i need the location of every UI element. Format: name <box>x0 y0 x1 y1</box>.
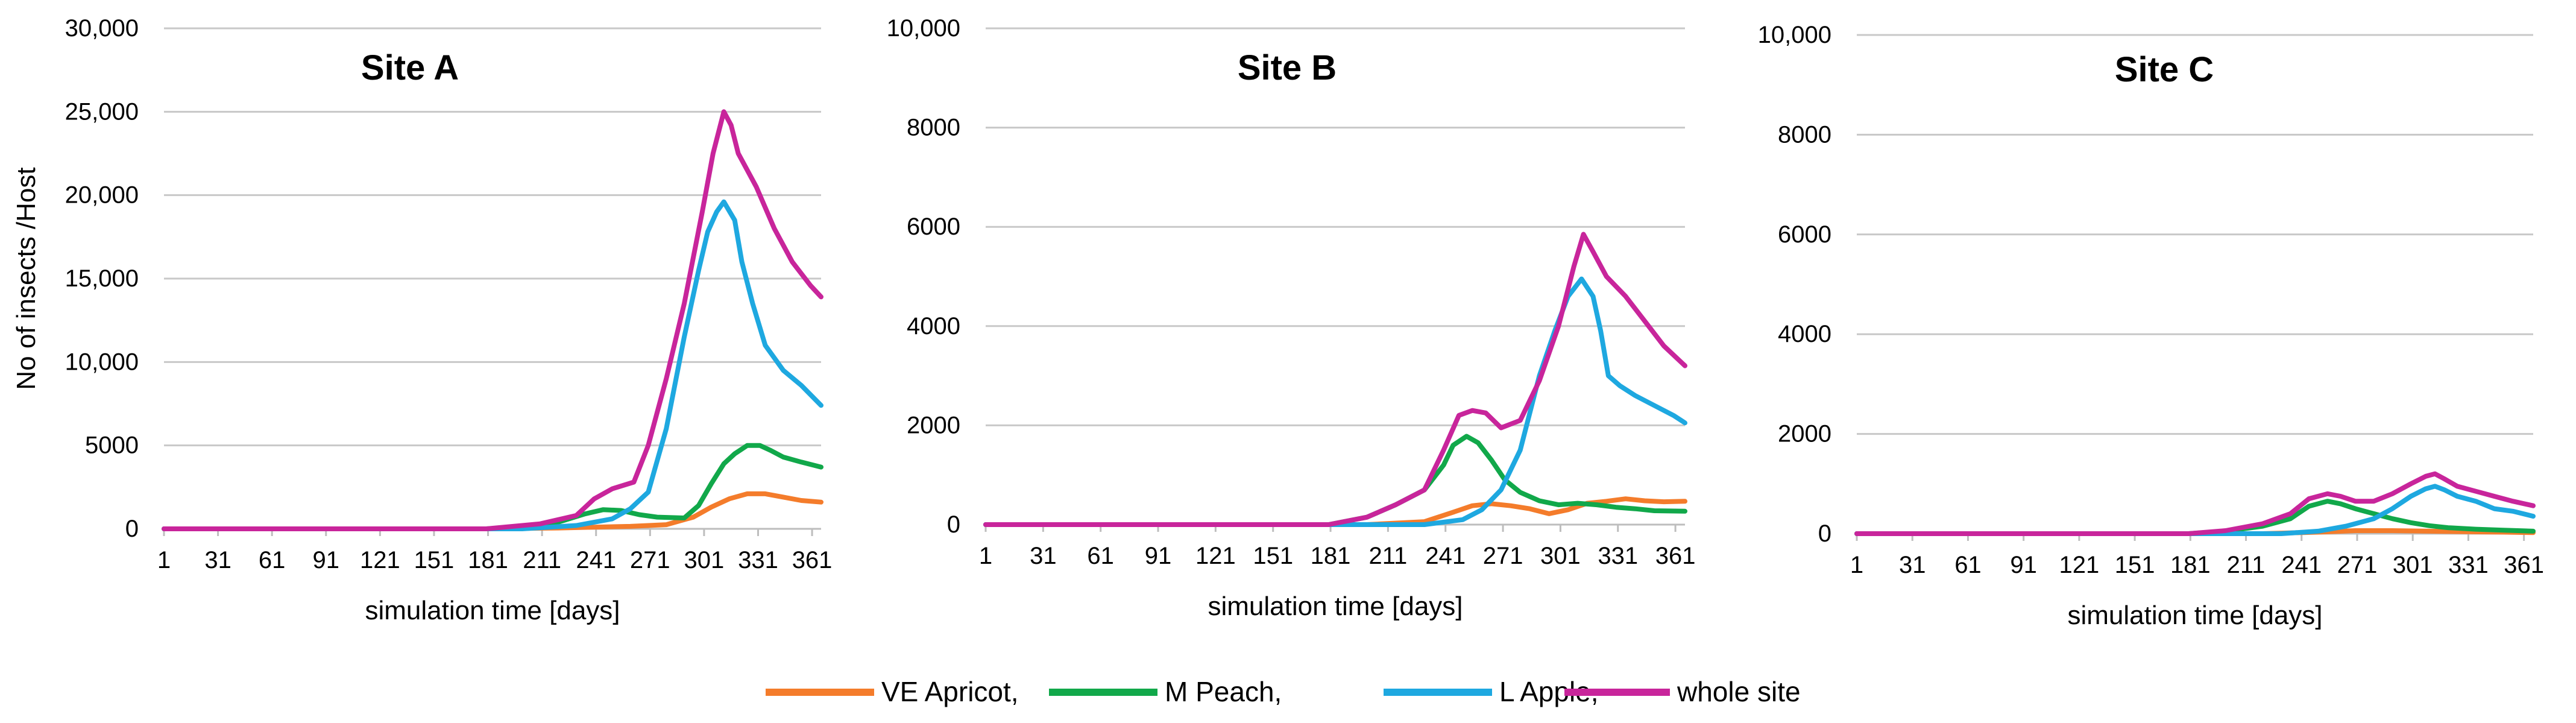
legend: VE Apricot, M Peach, L Apple, whole site <box>766 676 1801 707</box>
x-tick-label: 1 <box>157 547 171 573</box>
x-axis-label: simulation time [days] <box>1208 592 1463 621</box>
chart-title: Site B <box>1238 48 1337 87</box>
x-tick-label: 91 <box>313 547 340 573</box>
gridlines <box>986 27 1685 526</box>
x-tick-label: 181 <box>1311 543 1351 569</box>
x-tick-label: 181 <box>2170 552 2211 578</box>
x-tick-label: 151 <box>2115 552 2155 578</box>
x-tick-label: 331 <box>2448 552 2489 578</box>
x-tick-label: 31 <box>204 547 231 573</box>
x-tick-label: 61 <box>259 547 286 573</box>
y-tick-label: 6000 <box>1778 221 1831 248</box>
series-line-whole-site <box>162 109 824 531</box>
legend-label-ve-apricot: VE Apricot, <box>881 676 1019 707</box>
x-tick-label: 151 <box>1253 543 1293 569</box>
x-tick-label: 331 <box>738 547 778 573</box>
x-tick-label: 151 <box>414 547 455 573</box>
y-tick-label: 2000 <box>1778 421 1831 447</box>
y-tick-label: 10,000 <box>1758 22 1831 48</box>
x-axis-label: simulation time [days] <box>2067 601 2322 630</box>
series-line-whole-site <box>1854 471 2536 536</box>
x-axis-label: simulation time [days] <box>365 596 620 625</box>
series-line-ve-apricot <box>983 496 1687 527</box>
x-tick-label: 361 <box>2504 552 2544 578</box>
x-tick-label: 181 <box>468 547 508 573</box>
chart-title: Site A <box>361 48 459 87</box>
y-tick-label: 15,000 <box>65 265 139 292</box>
series-line-l-apple <box>162 199 824 531</box>
series-line-l-apple <box>1854 484 2536 536</box>
x-tick-label: 361 <box>792 547 833 573</box>
y-tick-label: 20,000 <box>65 182 139 209</box>
x-tick-label: 241 <box>576 547 616 573</box>
y-tick-label: 30,000 <box>65 15 139 42</box>
x-tick-label: 121 <box>360 547 400 573</box>
y-tick-label: 6000 <box>907 213 960 240</box>
x-tick-label: 241 <box>1425 543 1466 569</box>
y-tick-label: 2000 <box>907 412 960 438</box>
x-tick-label: 271 <box>2337 552 2378 578</box>
x-tick-label: 1 <box>1850 552 1863 578</box>
x-tick-label: 211 <box>523 547 561 573</box>
legend-label-whole-site: whole site <box>1677 676 1801 707</box>
x-tick-label: 31 <box>1899 552 1926 578</box>
y-tick-label: 25,000 <box>65 98 139 125</box>
chart-site-b: simulation time [days] 0 2000 4000 6000 8000… <box>887 15 1696 621</box>
y-tick-label: 0 <box>1818 520 1831 547</box>
y-tick-label: 5000 <box>85 432 139 459</box>
x-tick-label: 211 <box>1369 543 1408 569</box>
series-line-l-apple <box>983 276 1687 527</box>
x-tick-label: 211 <box>2227 552 2266 578</box>
series-line-m-peach <box>983 434 1687 527</box>
x-tick-label: 241 <box>2281 552 2322 578</box>
x-tick-label: 121 <box>2059 552 2100 578</box>
x-tick-label: 331 <box>1598 543 1638 569</box>
x-tick-label: 271 <box>630 547 670 573</box>
x-tick-label: 271 <box>1483 543 1523 569</box>
y-tick-label: 0 <box>947 511 960 538</box>
y-tick-label: 4000 <box>1778 321 1831 347</box>
y-tick-label: 4000 <box>907 313 960 339</box>
chart-title: Site C <box>2115 50 2214 89</box>
x-tick-label: 301 <box>1540 543 1581 569</box>
chart-site-a: No of insects /Host simulation time [day… <box>11 15 832 625</box>
chart-site-c: simulation time [days] 0 2000 4000 6000 8000… <box>1758 22 2544 630</box>
y-tick-label: 8000 <box>907 115 960 141</box>
x-tick-label: 121 <box>1195 543 1236 569</box>
x-tick-label: 61 <box>1954 552 1982 578</box>
series-line-whole-site <box>983 232 1687 527</box>
gridlines <box>164 27 821 530</box>
x-tick-label: 301 <box>684 547 725 573</box>
y-tick-label: 10,000 <box>887 15 960 42</box>
x-tick-label: 1 <box>979 543 992 569</box>
x-tick-label: 361 <box>1655 543 1696 569</box>
y-tick-label: 8000 <box>1778 121 1831 148</box>
x-tick-label: 31 <box>1030 543 1057 569</box>
x-tick-label: 301 <box>2393 552 2433 578</box>
series-line-m-peach <box>1854 499 2536 536</box>
series-line-m-peach <box>162 443 824 531</box>
x-tick-label: 91 <box>1145 543 1172 569</box>
series-line-ve-apricot <box>162 491 824 531</box>
y-tick-label: 10,000 <box>65 349 139 375</box>
x-tick-label: 61 <box>1087 543 1114 569</box>
y-tick-label: 0 <box>125 516 139 542</box>
legend-label-m-peach: M Peach, <box>1165 676 1282 707</box>
y-axis-label: No of insects /Host <box>11 167 41 390</box>
gridlines <box>1857 34 2533 535</box>
x-tick-label: 91 <box>2010 552 2037 578</box>
